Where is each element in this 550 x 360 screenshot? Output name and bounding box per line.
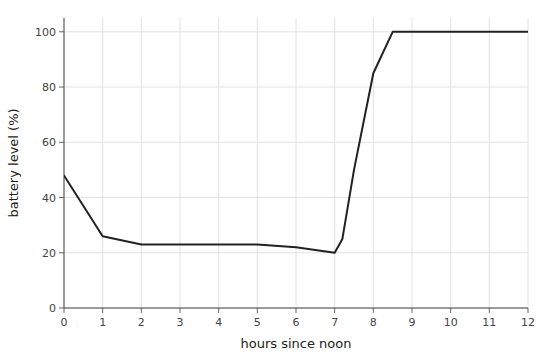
x-tick — [218, 308, 219, 313]
x-grid-line — [180, 18, 181, 308]
y-tick — [59, 197, 64, 198]
y-tick — [59, 252, 64, 253]
y-grid-line — [64, 142, 528, 143]
x-grid-line — [218, 18, 219, 308]
y-tick-label: 40 — [42, 192, 56, 205]
x-tick-label: 12 — [521, 316, 535, 329]
data — [64, 32, 528, 253]
y-axis-label: battery level (%) — [6, 108, 21, 217]
x-tick — [450, 308, 451, 313]
x-grid-line — [296, 18, 297, 308]
x-axis-line — [64, 308, 528, 309]
x-tick-label: 1 — [99, 316, 106, 329]
x-tick-label: 11 — [482, 316, 496, 329]
x-tick-label: 0 — [61, 316, 68, 329]
y-tick-label: 80 — [42, 81, 56, 94]
x-grid-line — [528, 18, 529, 308]
x-grid-line — [64, 18, 65, 308]
x-tick — [334, 308, 335, 313]
x-tick-label: 8 — [370, 316, 377, 329]
x-grid-line — [102, 18, 103, 308]
y-tick — [59, 87, 64, 88]
x-tick — [528, 308, 529, 313]
x-tick — [257, 308, 258, 313]
x-axis-label: hours since noon — [241, 336, 352, 351]
y-grid-line — [64, 252, 528, 253]
y-tick-label: 20 — [42, 247, 56, 260]
axes: 0123456789101112020406080100hours since … — [6, 18, 535, 351]
x-tick — [64, 308, 65, 313]
x-tick-label: 7 — [331, 316, 338, 329]
y-grid-line — [64, 87, 528, 88]
x-grid-line — [412, 18, 413, 308]
y-grid-line — [64, 197, 528, 198]
x-tick-label: 2 — [138, 316, 145, 329]
y-tick-label: 60 — [42, 136, 56, 149]
x-tick — [489, 308, 490, 313]
x-tick — [141, 308, 142, 313]
x-grid-line — [373, 18, 374, 308]
grid — [64, 18, 528, 308]
x-tick — [102, 308, 103, 313]
x-grid-line — [334, 18, 335, 308]
y-tick-label: 0 — [49, 302, 56, 315]
x-tick — [180, 308, 181, 313]
x-grid-line — [450, 18, 451, 308]
x-tick — [412, 308, 413, 313]
chart-svg: 0123456789101112020406080100hours since … — [0, 0, 550, 360]
chart-container: 0123456789101112020406080100hours since … — [0, 0, 550, 360]
x-grid-line — [141, 18, 142, 308]
y-axis-line — [64, 18, 65, 308]
y-tick — [59, 308, 64, 309]
x-grid-line — [489, 18, 490, 308]
y-grid-line — [64, 308, 528, 309]
x-tick-label: 6 — [293, 316, 300, 329]
x-tick-label: 3 — [177, 316, 184, 329]
x-tick — [296, 308, 297, 313]
x-tick-label: 5 — [254, 316, 261, 329]
x-tick — [373, 308, 374, 313]
y-tick — [59, 142, 64, 143]
x-grid-line — [257, 18, 258, 308]
x-tick-label: 10 — [444, 316, 458, 329]
x-tick-label: 4 — [215, 316, 222, 329]
x-tick-label: 9 — [409, 316, 416, 329]
y-tick — [59, 31, 64, 32]
y-tick-label: 100 — [35, 26, 56, 39]
line — [64, 32, 528, 253]
